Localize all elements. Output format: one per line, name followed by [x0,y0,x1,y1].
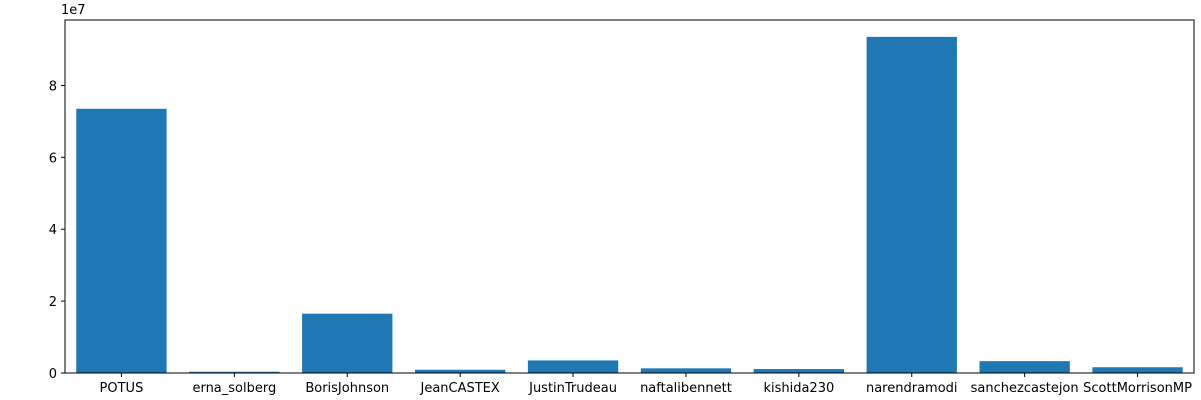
bars-group [76,36,1183,373]
bar-naftalibennett [640,368,732,373]
bar-kishida230 [753,369,845,373]
bar-sanchezcastejon [979,361,1070,373]
plot-frame [64,19,1195,374]
bar-narendramodi [866,36,957,373]
x-tick-label: ScottMorrisonMP [1083,381,1192,396]
x-tick-label: JustinTrudeau [528,381,617,396]
y-axis: 0 2 4 6 8 [49,79,65,382]
x-tick-label: narendramodi [866,381,958,396]
x-tick-label: erna_solberg [192,381,276,396]
x-tick-label: sanchezcastejon [971,381,1079,396]
bar-justintrudeau [527,360,619,373]
bar-borisjohnson [302,313,393,373]
bar-jeancastex [414,369,506,373]
x-axis: POTUS erna_solberg BorisJohnson JeanCASTEX J… [100,373,1192,396]
x-tick-label: naftalibennett [640,381,732,396]
y-tick-label: 8 [49,79,57,94]
x-tick-label: kishida230 [763,381,834,396]
x-tick-label: JeanCASTEX [419,381,499,396]
x-tick-label: POTUS [100,381,144,396]
y-axis-offset-label: 1e7 [61,3,86,18]
y-tick-label: 2 [49,295,57,310]
bar-scottmorrisonmp [1092,367,1183,373]
bar-erna_solberg [189,371,280,373]
x-tick-label: BorisJohnson [305,381,389,396]
bar-potus [76,108,167,373]
y-tick-label: 0 [49,367,57,382]
y-tick-label: 4 [49,223,57,238]
y-tick-label: 6 [49,151,57,166]
